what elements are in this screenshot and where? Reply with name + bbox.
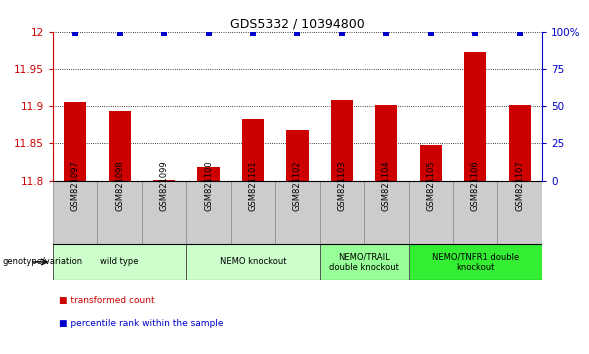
Point	[293, 30, 302, 35]
Text: genotype/variation: genotype/variation	[3, 257, 83, 267]
Text: GSM821106: GSM821106	[471, 160, 479, 211]
Text: GSM821103: GSM821103	[337, 160, 346, 211]
Bar	[53, 244, 186, 280]
Bar	[108, 112, 131, 181]
Text: NEMO/TRAIL
double knockout: NEMO/TRAIL double knockout	[329, 252, 399, 272]
Text: GSM821104: GSM821104	[382, 160, 391, 211]
Bar	[186, 244, 320, 280]
Point	[337, 30, 346, 35]
Point	[204, 30, 213, 35]
Bar	[498, 181, 542, 244]
Text: GSM821107: GSM821107	[515, 160, 524, 211]
Bar	[453, 181, 498, 244]
Point	[471, 30, 480, 35]
Bar	[508, 105, 531, 181]
Bar	[186, 181, 231, 244]
Text: ■ transformed count: ■ transformed count	[59, 296, 154, 306]
Bar	[320, 244, 409, 280]
Bar	[419, 145, 442, 181]
Text: GSM821102: GSM821102	[293, 160, 302, 211]
Bar	[464, 52, 487, 181]
Text: GSM821098: GSM821098	[115, 160, 124, 211]
Point	[115, 30, 124, 35]
Bar	[97, 181, 142, 244]
Bar	[286, 130, 309, 181]
Bar	[231, 181, 275, 244]
Text: GSM821101: GSM821101	[249, 160, 257, 211]
Text: NEMO/TNFR1 double
knockout: NEMO/TNFR1 double knockout	[432, 252, 519, 272]
Title: GDS5332 / 10394800: GDS5332 / 10394800	[230, 18, 365, 31]
Point	[515, 30, 524, 35]
Bar	[375, 105, 398, 181]
Text: GSM821100: GSM821100	[204, 160, 213, 211]
Bar	[364, 181, 409, 244]
Bar	[409, 244, 542, 280]
Text: GSM821105: GSM821105	[426, 160, 435, 211]
Bar	[197, 167, 220, 181]
Bar	[275, 181, 320, 244]
Bar	[64, 103, 87, 181]
Text: GSM821099: GSM821099	[160, 160, 168, 211]
Bar	[331, 99, 353, 181]
Text: ■ percentile rank within the sample: ■ percentile rank within the sample	[59, 319, 223, 329]
Bar	[409, 181, 453, 244]
Point	[426, 30, 435, 35]
Text: wild type: wild type	[100, 257, 139, 267]
Point	[160, 30, 169, 35]
Point	[71, 30, 80, 35]
Bar	[320, 181, 364, 244]
Bar	[242, 119, 264, 181]
Bar	[53, 181, 97, 244]
Point	[382, 30, 391, 35]
Bar	[153, 180, 176, 181]
Text: GSM821097: GSM821097	[71, 160, 80, 211]
Text: NEMO knockout: NEMO knockout	[220, 257, 286, 267]
Point	[249, 30, 258, 35]
Bar	[142, 181, 186, 244]
